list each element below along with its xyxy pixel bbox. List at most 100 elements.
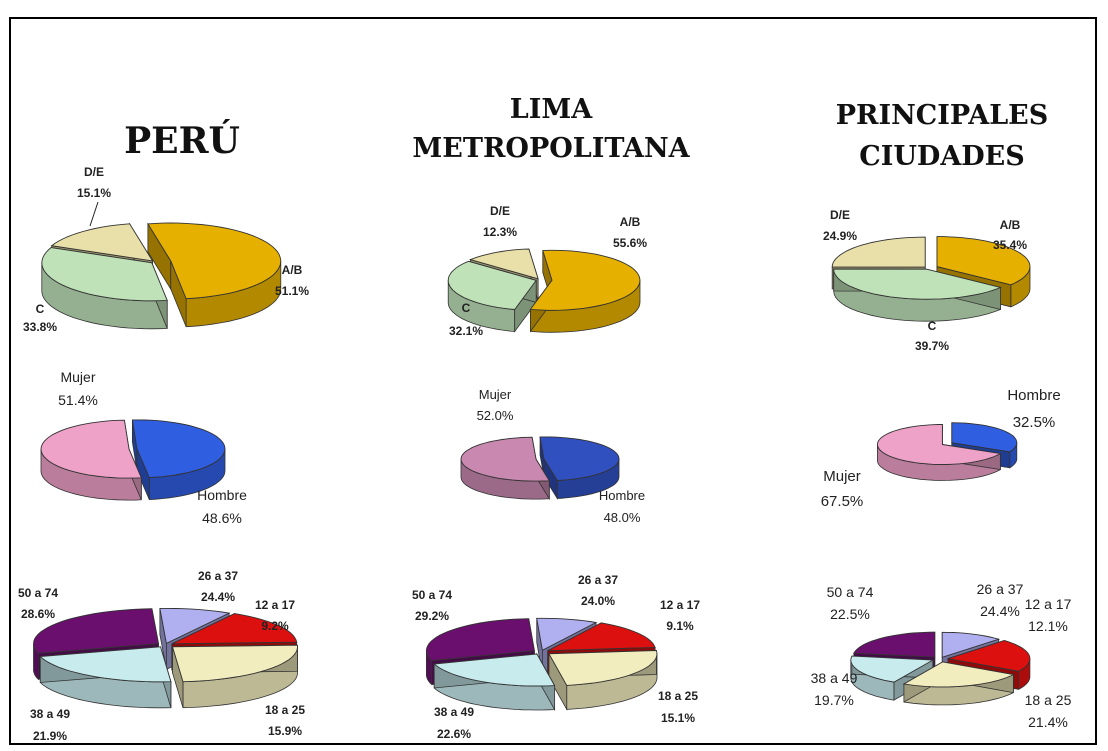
value-per-50-a-74: 28.6% (21, 607, 55, 621)
value-principales-ciudades-18-a-25: 21.4% (1028, 714, 1068, 730)
value-lima-metropolitana-12-a-17: 9.1% (666, 619, 694, 633)
slice-top-38-a-49 (850, 655, 935, 683)
label-lima-metropolitana-hombre: Hombre (599, 488, 645, 503)
label-lima-metropolitana-18-a-25: 18 a 25 (658, 689, 698, 703)
slice-top-hombre (539, 436, 620, 481)
value-lima-metropolitana-hombre: 48.0% (604, 510, 641, 525)
slice-top-38-a-49 (433, 653, 556, 687)
label-per-c: C (36, 302, 45, 316)
value-per-c: 33.8% (23, 320, 57, 334)
value-per-38-a-49: 21.9% (33, 729, 67, 743)
value-lima-metropolitana-c: 32.1% (449, 324, 483, 338)
label-lima-metropolitana-50-a-74: 50 a 74 (412, 588, 452, 602)
slice-top-18-a-25 (947, 640, 1031, 672)
label-principales-ciudades-26-a-37: 26 a 37 (977, 581, 1024, 597)
slice-top-c (833, 268, 1002, 300)
label-per-50-a-74: 50 a 74 (18, 586, 58, 600)
value-lima-metropolitana-a-b: 55.6% (613, 236, 647, 250)
label-per-d-e: D/E (84, 165, 104, 179)
pie-per-sexo (40, 419, 226, 501)
label-principales-ciudades-50-a-74: 50 a 74 (827, 584, 874, 600)
slice-top-50-a-74 (425, 618, 535, 662)
value-per-a-b: 51.1% (275, 284, 309, 298)
value-lima-metropolitana-mujer: 52.0% (477, 408, 514, 423)
value-per-18-a-25: 15.9% (268, 724, 302, 738)
title-ciudades-line1: PRINCIPALES (836, 100, 1049, 131)
slice-top-12-a-17 (941, 631, 1001, 658)
label-lima-metropolitana-38-a-49: 38 a 49 (434, 705, 474, 719)
leader-line-peru-de (89, 201, 99, 227)
slice-top-mujer (460, 436, 551, 482)
pie-per-nse (41, 222, 282, 330)
label-lima-metropolitana-c: C (462, 301, 471, 315)
label-principales-ciudades-mujer: Mujer (823, 468, 861, 485)
label-principales-ciudades-38-a-49: 38 a 49 (811, 670, 858, 686)
value-principales-ciudades-mujer: 67.5% (821, 493, 864, 510)
label-principales-ciudades-12-a-17: 12 a 17 (1025, 596, 1072, 612)
slice-top-d-e (468, 248, 539, 280)
pie-principales-ciudades-nse (831, 236, 1031, 322)
value-principales-ciudades-d-e: 24.9% (823, 229, 857, 243)
label-principales-ciudades-hombre: Hombre (1007, 387, 1060, 404)
title-ciudades-line2: CIUDADES (859, 141, 1025, 172)
slice-top-50-a-74 (33, 608, 160, 654)
label-principales-ciudades-d-e: D/E (830, 208, 850, 222)
title-peru: PERÚ (124, 120, 240, 162)
value-principales-ciudades-38-a-49: 19.7% (814, 692, 854, 708)
label-per-38-a-49: 38 a 49 (30, 707, 70, 721)
label-lima-metropolitana-26-a-37: 26 a 37 (578, 573, 618, 587)
label-lima-metropolitana-d-e: D/E (490, 204, 510, 218)
slice-top-hombre (131, 419, 226, 479)
slice-top-12-a-17 (159, 607, 231, 645)
pie-lima-metropolitana-edad (425, 617, 658, 712)
slice-top-50-a-74 (852, 631, 936, 658)
label-principales-ciudades-18-a-25: 18 a 25 (1025, 692, 1072, 708)
value-per-26-a-37: 24.4% (201, 590, 235, 604)
value-lima-metropolitana-26-a-37: 24.0% (581, 594, 615, 608)
value-principales-ciudades-50-a-74: 22.5% (830, 606, 870, 622)
slice-top-c (447, 260, 537, 310)
label-per-12-a-17: 12 a 17 (255, 598, 295, 612)
slice-top-c (41, 247, 168, 302)
value-principales-ciudades-hombre: 32.5% (1013, 414, 1056, 431)
value-per-hombre: 48.6% (202, 510, 242, 526)
value-principales-ciudades-a-b: 35.4% (993, 238, 1027, 252)
value-lima-metropolitana-50-a-74: 29.2% (415, 609, 449, 623)
slice-top-a-b (147, 222, 282, 300)
label-per-mujer: Mujer (60, 369, 95, 385)
label-lima-metropolitana-mujer: Mujer (479, 387, 512, 402)
slice-top-a-b (529, 249, 641, 311)
label-per-hombre: Hombre (197, 487, 247, 503)
value-lima-metropolitana-18-a-25: 15.1% (661, 711, 695, 725)
value-lima-metropolitana-38-a-49: 22.6% (437, 727, 471, 741)
label-principales-ciudades-c: C (928, 319, 937, 333)
slice-top-hombre (951, 422, 1018, 453)
title-lima-line2: METROPOLITANA (412, 133, 690, 164)
label-lima-metropolitana-a-b: A/B (620, 215, 641, 229)
slice-top-12-a-17 (536, 617, 598, 651)
pie-lima-metropolitana-sexo (460, 436, 620, 501)
slice-top-26-a-37 (548, 650, 658, 686)
value-lima-metropolitana-d-e: 12.3% (483, 225, 517, 239)
slice-top-18-a-25 (547, 622, 656, 652)
value-principales-ciudades-12-a-17: 12.1% (1028, 618, 1068, 634)
value-per-12-a-17: 9.2% (261, 619, 289, 633)
label-principales-ciudades-a-b: A/B (1000, 218, 1021, 232)
slice-top-d-e (831, 236, 926, 268)
slice-top-a-b (936, 236, 1031, 286)
slice-top-26-a-37 (902, 661, 1015, 688)
pie-per-edad (33, 607, 298, 709)
title-lima-line1: LIMA (510, 94, 594, 125)
slice-top-d-e (50, 223, 154, 262)
slice-top-18-a-25 (171, 613, 298, 645)
label-per-26-a-37: 26 a 37 (198, 569, 238, 583)
slice-top-26-a-37 (171, 644, 298, 683)
slice-top-38-a-49 (39, 646, 172, 683)
slice-a-b (147, 222, 282, 328)
pie-lima-metropolitana-nse (447, 248, 641, 333)
label-per-a-b: A/B (282, 263, 303, 277)
value-principales-ciudades-26-a-37: 24.4% (980, 603, 1020, 619)
value-per-mujer: 51.4% (58, 392, 98, 408)
value-per-d-e: 15.1% (77, 186, 111, 200)
